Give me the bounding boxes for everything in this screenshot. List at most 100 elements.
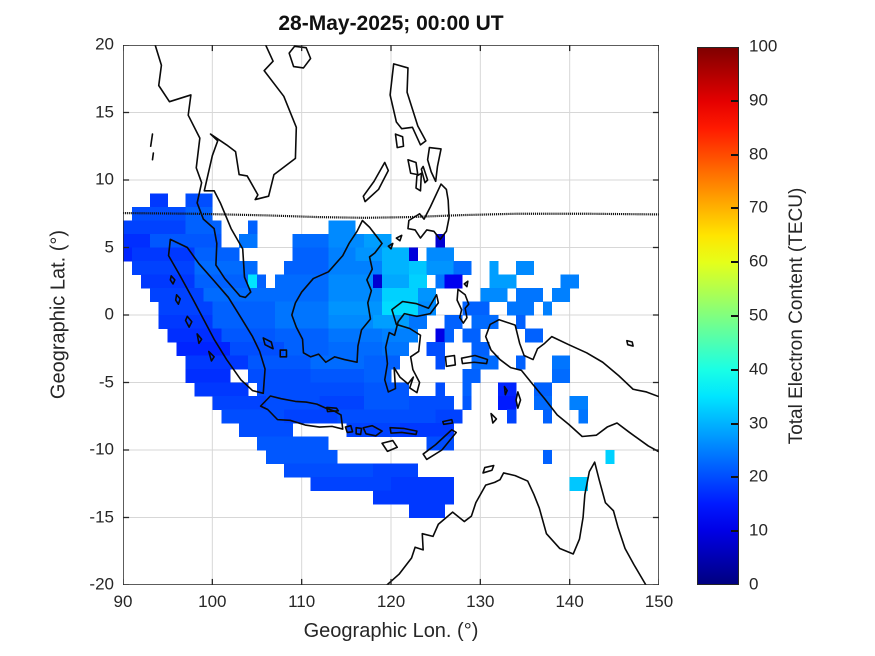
coastline	[261, 396, 343, 429]
tec-cell	[355, 477, 365, 491]
tec-cell	[257, 274, 267, 289]
tec-cell	[274, 342, 285, 356]
tec-cell	[399, 342, 410, 356]
tec-cell	[391, 301, 401, 316]
tec-cell	[337, 261, 347, 275]
tec-cell	[328, 382, 338, 397]
tec-cell	[498, 396, 508, 410]
tec-cell	[328, 463, 338, 478]
tec-cell	[328, 301, 338, 316]
tec-cell	[382, 463, 392, 478]
tec-cell	[444, 247, 454, 262]
tec-cell	[480, 288, 490, 302]
tec-cell	[346, 288, 356, 302]
tec-cell	[605, 450, 615, 464]
tec-cell	[542, 301, 553, 316]
colorbar-tick-label: 100	[749, 36, 778, 56]
tec-cell	[248, 274, 258, 289]
tec-cell	[221, 328, 231, 343]
tec-cell	[560, 369, 570, 383]
tec-cell	[364, 369, 374, 383]
coastline	[627, 341, 633, 346]
tec-cell	[194, 342, 204, 356]
tec-cell	[328, 220, 338, 235]
tec-cell	[310, 409, 320, 424]
tec-cell	[149, 234, 160, 248]
tec-cell	[417, 274, 428, 289]
tec-cell	[203, 315, 213, 329]
tec-cell	[435, 328, 445, 343]
tec-cell	[391, 328, 401, 343]
tec-cell	[158, 247, 168, 262]
x-tick-label: 140	[555, 592, 584, 611]
tec-cell	[221, 396, 231, 410]
tec-cell	[185, 301, 195, 316]
tec-cell	[417, 409, 428, 424]
tec-cell	[176, 274, 186, 289]
tec-cell	[230, 382, 240, 397]
tec-cell	[140, 274, 151, 289]
tec-cell	[176, 234, 186, 248]
tec-cell	[265, 450, 276, 464]
tec-cell	[337, 328, 347, 343]
tec-cell	[185, 369, 195, 383]
tec-cell	[337, 382, 347, 397]
tec-cell	[382, 328, 392, 343]
tec-cell	[274, 328, 285, 343]
tec-cell	[462, 328, 472, 343]
tec-cell	[257, 436, 267, 451]
tec-cell	[319, 382, 329, 397]
tec-cell	[373, 396, 383, 410]
tec-cell	[391, 288, 401, 302]
tec-cell	[292, 301, 302, 316]
tec-cell	[435, 382, 445, 397]
tec-cell	[569, 477, 579, 491]
tec-cell	[426, 490, 436, 505]
tec-cell	[516, 288, 526, 302]
tec-cell	[355, 382, 365, 397]
tec-cell	[364, 423, 374, 437]
colorbar-tick-mark	[731, 530, 738, 533]
tec-cell	[516, 301, 526, 316]
tec-cell	[221, 355, 231, 370]
colorbar-tick-mark	[731, 99, 738, 102]
tec-cell	[426, 261, 436, 275]
tec-cell	[471, 301, 481, 316]
tec-cell	[435, 234, 445, 248]
tec-cell	[257, 409, 267, 424]
y-axis-label: Geographic Lat. (°)	[47, 229, 70, 400]
tec-cell	[239, 301, 249, 316]
tec-cell	[176, 220, 186, 235]
tec-cell	[292, 288, 302, 302]
tec-cell	[292, 315, 302, 329]
colorbar-tick-label: 20	[749, 466, 768, 486]
tec-cell	[283, 342, 294, 356]
tec-cell	[516, 315, 526, 329]
coastline	[504, 387, 507, 395]
tec-cell	[373, 247, 383, 262]
tec-cell	[292, 274, 302, 289]
tec-cell	[292, 342, 302, 356]
tec-cell	[230, 409, 240, 424]
coastline	[356, 428, 361, 435]
tec-cell	[274, 450, 285, 464]
tec-cell	[265, 342, 276, 356]
tec-cell	[283, 328, 294, 343]
coastline	[395, 134, 403, 148]
colorbar-tick-mark	[731, 261, 738, 264]
tec-cell	[337, 301, 347, 316]
colorbar-tick-label: 0	[749, 574, 759, 594]
tec-cell	[310, 315, 320, 329]
tec-cell	[274, 436, 285, 451]
tec-cell	[274, 423, 285, 437]
tec-cell	[239, 396, 249, 410]
tec-cell	[310, 369, 320, 383]
tec-cell	[560, 288, 570, 302]
coastline	[396, 235, 401, 240]
tec-cell	[364, 409, 374, 424]
tec-cell	[391, 355, 401, 370]
coastline	[443, 420, 453, 425]
x-tick-label: 110	[288, 592, 316, 611]
tec-cell	[328, 247, 338, 262]
tec-cell	[533, 288, 544, 302]
